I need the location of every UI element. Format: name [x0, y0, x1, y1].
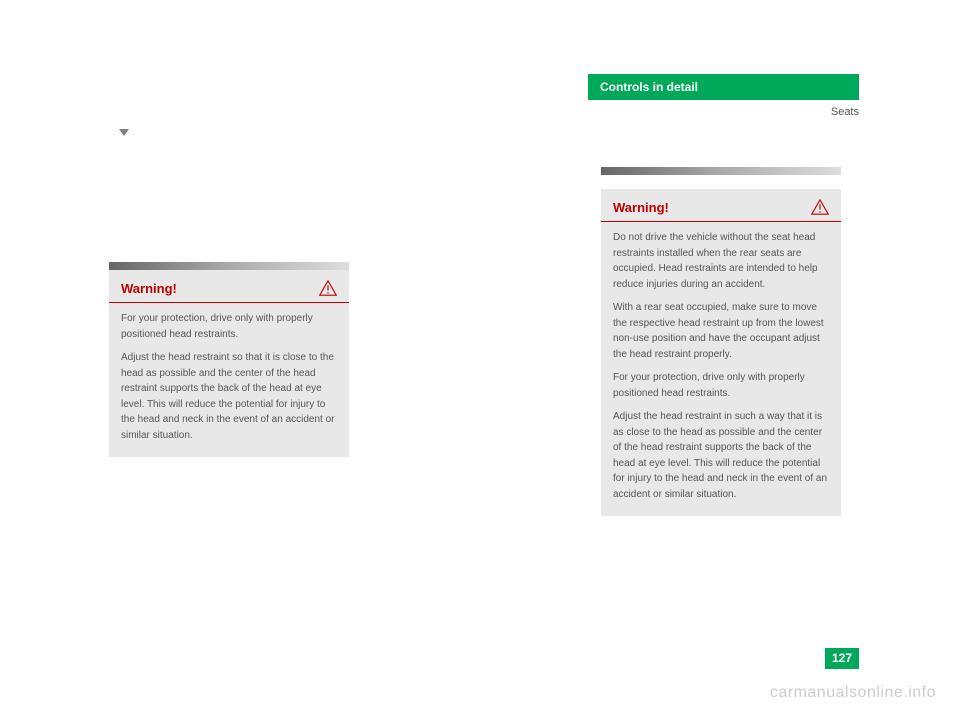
warning-triangle-icon — [319, 280, 337, 296]
warning-body: Do not drive the vehicle without the sea… — [601, 222, 841, 516]
warning-title: Warning! — [121, 281, 177, 296]
header-title: Controls in detail — [600, 80, 698, 94]
warning-triangle-icon — [811, 199, 829, 215]
warning-title: Warning! — [613, 200, 669, 215]
warning-body: For your protection, drive only with pro… — [109, 303, 349, 457]
header-subtitle: Seats — [831, 106, 859, 118]
gradient-bar-right-top — [601, 167, 841, 175]
warning-box-right: Warning! Do not drive the vehicle withou… — [601, 189, 841, 516]
warning-paragraph: For your protection, drive only with pro… — [613, 370, 829, 401]
warning-header: Warning! — [109, 270, 349, 303]
triangle-marker — [119, 129, 129, 136]
header-bar: Controls in detail — [588, 74, 859, 100]
warning-header: Warning! — [601, 189, 841, 222]
page-number: 127 — [825, 648, 859, 669]
warning-paragraph: Adjust the head restraint so that it is … — [121, 350, 337, 443]
warning-paragraph: Do not drive the vehicle without the sea… — [613, 230, 829, 292]
watermark: carmanualsonline.info — [770, 684, 936, 702]
gradient-bar — [109, 262, 349, 270]
warning-box-left: Warning! For your protection, drive only… — [109, 262, 349, 457]
warning-paragraph: Adjust the head restraint in such a way … — [613, 409, 829, 502]
warning-paragraph: With a rear seat occupied, make sure to … — [613, 300, 829, 362]
warning-paragraph: For your protection, drive only with pro… — [121, 311, 337, 342]
